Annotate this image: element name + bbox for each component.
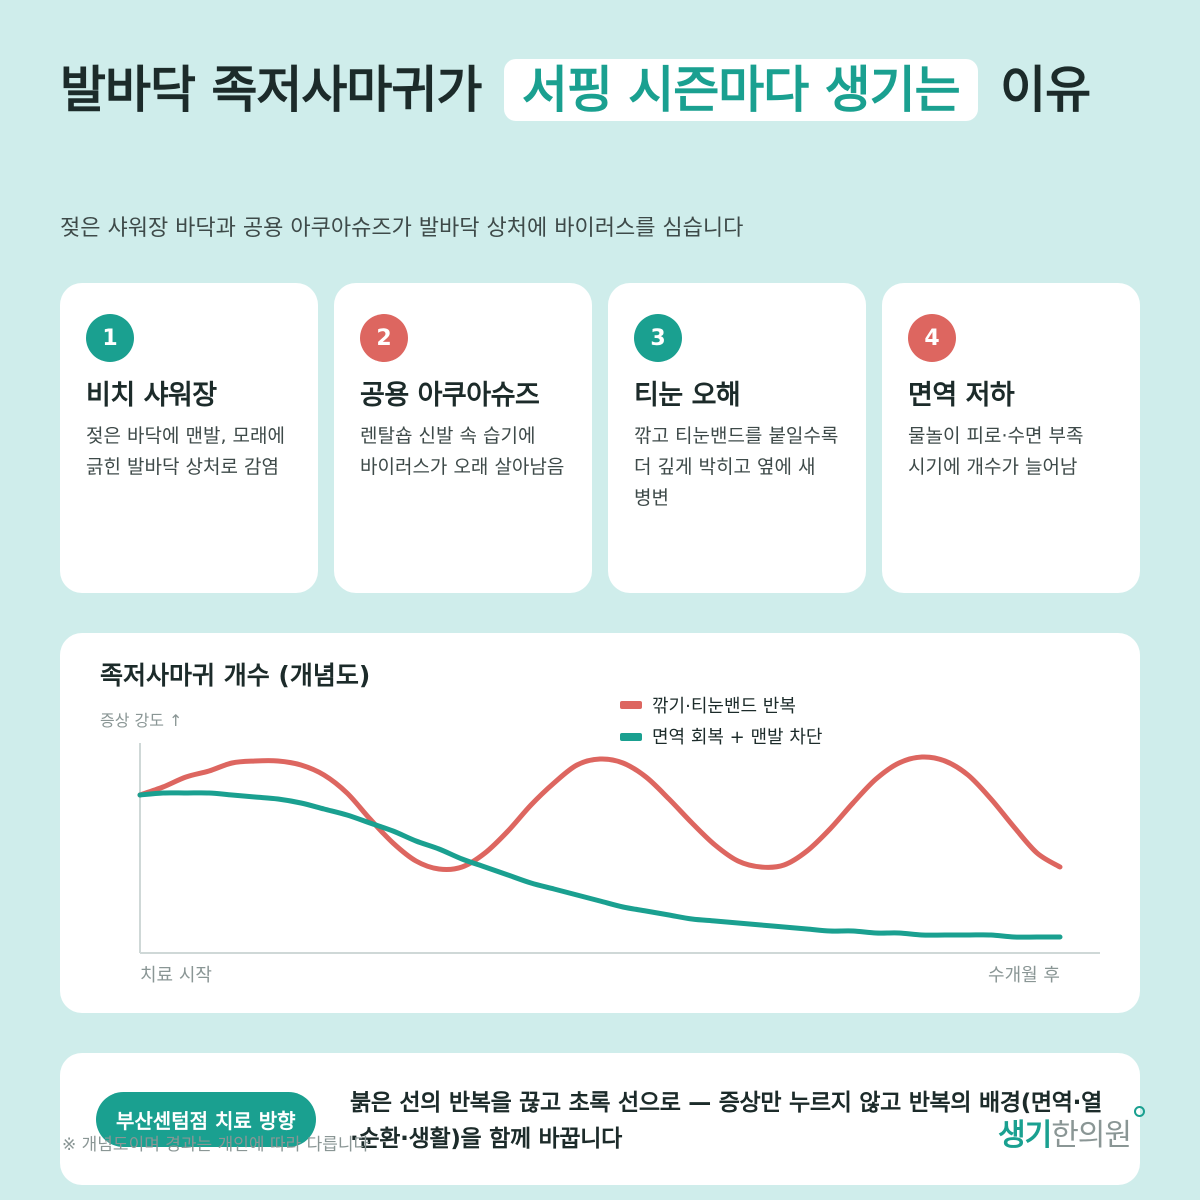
cause-card-3: 3 티눈 오해 깎고 티눈밴드를 붙일수록 더 깊게 박히고 옆에 새 병변 bbox=[608, 283, 866, 593]
card-description: 물놀이 피로·수면 부족 시기에 개수가 늘어남 bbox=[908, 425, 1084, 478]
y-axis-label: 증상 강도 ↑ bbox=[100, 711, 182, 730]
card-title: 면역 저하 bbox=[908, 380, 1015, 411]
series-line-1 bbox=[137, 790, 1063, 940]
card-title: 공용 아쿠아슈즈 bbox=[360, 380, 540, 411]
legend-swatch-red bbox=[620, 701, 642, 709]
title-highlight: 서핑 시즌마다 생기는 bbox=[503, 59, 978, 121]
chart-title: 족저사마귀 개수 (개념도) bbox=[100, 661, 370, 690]
cause-card-4: 4 면역 저하 물놀이 피로·수면 부족 시기에 개수가 늘어남 bbox=[882, 283, 1140, 593]
line-chart: 족저사마귀 개수 (개념도) 증상 강도 ↑ 치료 시작 수개월 후 깎기·티눈… bbox=[100, 661, 1100, 986]
logo-text-rest: 한의원 bbox=[1051, 1118, 1132, 1153]
card-number-badge: 1 bbox=[86, 314, 134, 362]
title-main: 발바닥 족저사마귀가 bbox=[60, 61, 482, 119]
logo-text-colored: 생기 bbox=[998, 1118, 1052, 1153]
x-axis-end-label: 수개월 후 bbox=[988, 965, 1060, 986]
cause-card-1: 1 비치 샤워장 젖은 바닥에 맨발, 모래에 긁힌 발바닥 상처로 감염 bbox=[60, 283, 318, 593]
chart-series-group bbox=[137, 754, 1063, 940]
series-line-0 bbox=[137, 754, 1063, 873]
legend-swatch-green bbox=[620, 733, 642, 741]
logo-dot-icon bbox=[1134, 1106, 1146, 1117]
card-title: 티눈 오해 bbox=[634, 380, 741, 411]
brand-logo: 생기한의원 bbox=[998, 1106, 1146, 1154]
x-axis-start-label: 치료 시작 bbox=[140, 965, 212, 986]
card-description: 렌탈숍 신발 속 습기에 바이러스가 오래 살아남음 bbox=[360, 425, 565, 478]
page-title: 발바닥 족저사마귀가 서핑 시즌마다 생기는 이유 bbox=[60, 52, 1150, 128]
card-number-badge: 2 bbox=[360, 314, 408, 362]
footnote: ※ 개념도이며 경과는 개인에 따라 다릅니다 bbox=[62, 1135, 370, 1155]
treatment-message: 붉은 선의 반복을 끊고 초록 선으로 — 증상만 누르지 않고 반복의 배경(… bbox=[350, 1090, 1102, 1152]
page-subtitle: 젖은 샤워장 바닥과 공용 아쿠아슈즈가 발바닥 상처에 바이러스를 심습니다 bbox=[60, 216, 744, 241]
card-number-badge: 4 bbox=[908, 314, 956, 362]
card-title: 비치 샤워장 bbox=[86, 380, 217, 411]
treatment-card: 부산센텀점 치료 방향 붉은 선의 반복을 끊고 초록 선으로 — 증상만 누르… bbox=[60, 1053, 1140, 1185]
chart-legend: 깎기·티눈밴드 반복 면역 회복 + 맨발 차단 bbox=[620, 696, 822, 748]
chart-card: 족저사마귀 개수 (개념도) 증상 강도 ↑ 치료 시작 수개월 후 깎기·티눈… bbox=[60, 633, 1140, 1013]
card-number-badge: 3 bbox=[634, 314, 682, 362]
legend-label-green: 면역 회복 + 맨발 차단 bbox=[652, 727, 822, 748]
cause-card-2: 2 공용 아쿠아슈즈 렌탈숍 신발 속 습기에 바이러스가 오래 살아남음 bbox=[334, 283, 592, 593]
legend-label-red: 깎기·티눈밴드 반복 bbox=[652, 696, 796, 717]
title-end: 이유 bbox=[1000, 61, 1091, 119]
card-description: 젖은 바닥에 맨발, 모래에 긁힌 발바닥 상처로 감염 bbox=[86, 425, 285, 478]
branch-badge: 부산센텀점 치료 방향 bbox=[96, 1092, 316, 1147]
card-description: 깎고 티눈밴드를 붙일수록 더 깊게 박히고 옆에 새 병변 bbox=[634, 425, 839, 509]
